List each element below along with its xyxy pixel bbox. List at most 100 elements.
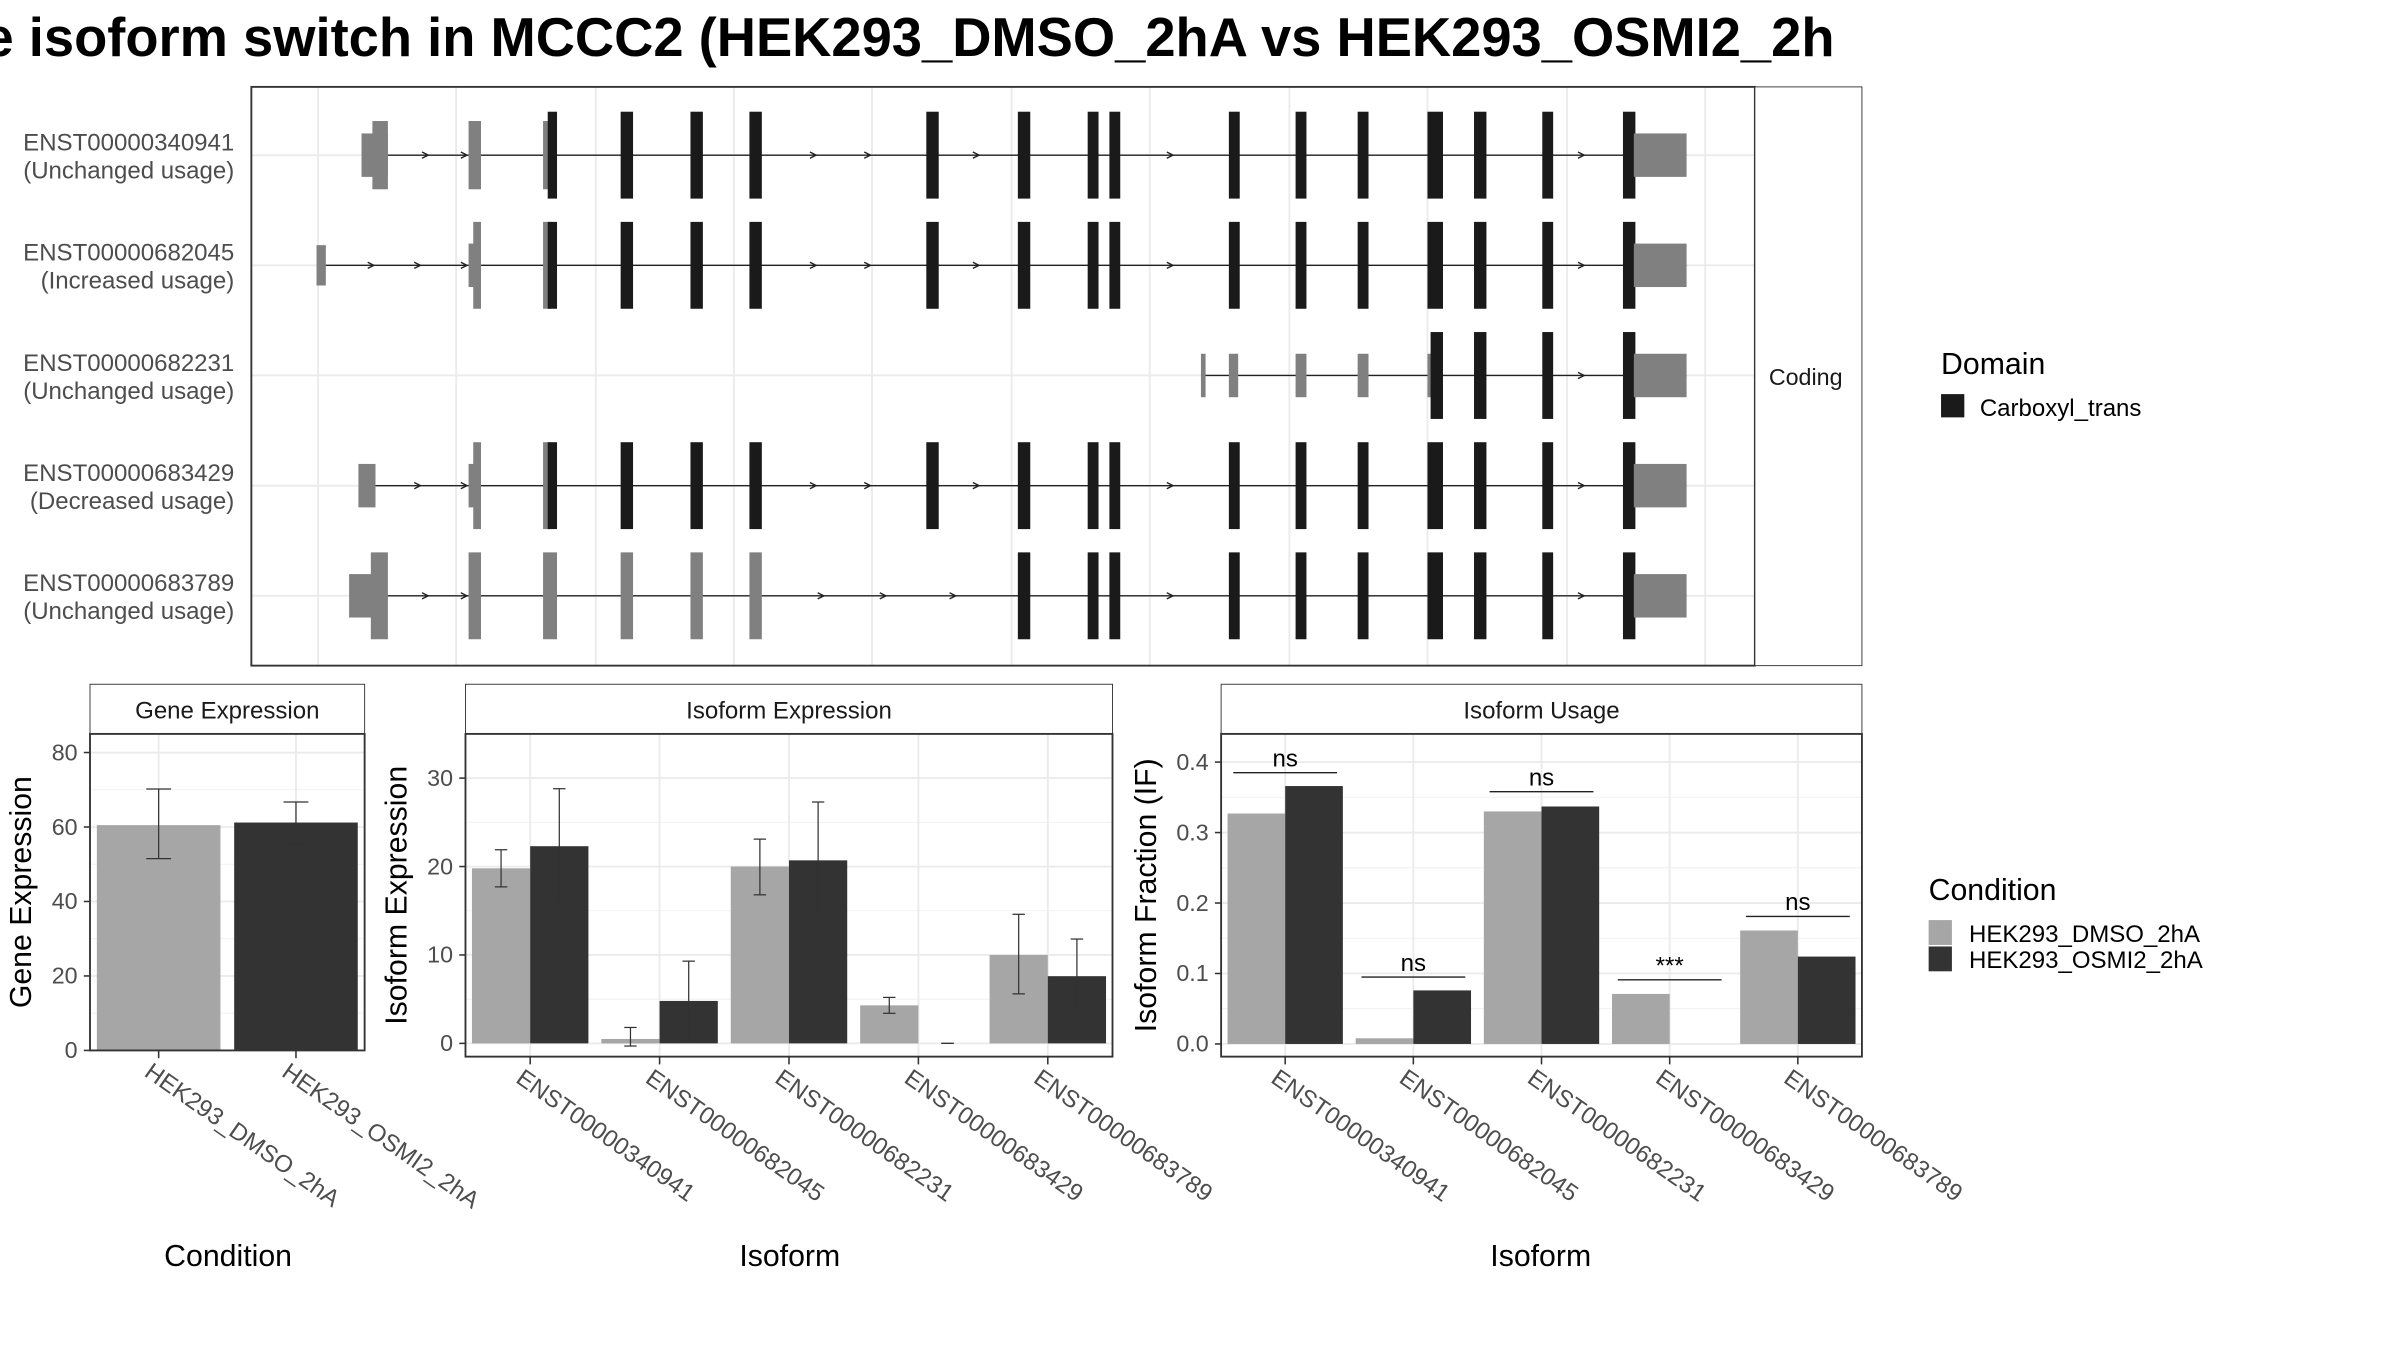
exon-block <box>1427 221 1443 309</box>
y-tick-label: 20 <box>427 853 453 879</box>
y-tick-label: 60 <box>52 814 78 840</box>
exon-block <box>749 442 762 530</box>
significance-label: ns <box>1785 889 1810 916</box>
strip-box <box>1220 683 1863 735</box>
y-tick-label: 10 <box>427 942 453 968</box>
strip-label: Isoform Expression <box>686 697 892 724</box>
strand-arrow <box>972 151 981 159</box>
exon-block <box>1295 353 1307 398</box>
exon-block <box>1474 221 1487 309</box>
significance-label: *** <box>1656 953 1684 980</box>
exon-block <box>1542 332 1554 419</box>
transcript-structure <box>361 111 1687 199</box>
y-tick-label: 0.2 <box>1176 890 1208 916</box>
panel-border <box>89 732 366 1052</box>
exon-block <box>1109 552 1121 640</box>
strand-arrow <box>1166 481 1175 490</box>
exon-block <box>1474 332 1487 419</box>
bar <box>1355 1038 1414 1044</box>
exon-block <box>1017 442 1031 530</box>
exon-block <box>1427 353 1433 398</box>
y-tick-label: 40 <box>52 888 78 914</box>
bar <box>471 868 531 1044</box>
exon-block <box>1228 442 1240 530</box>
transcript-structure <box>358 442 1687 530</box>
exon-block <box>1633 133 1687 177</box>
condition-legend-label: HEK293_DMSO_2hA <box>1969 921 2200 948</box>
exon-block <box>1427 552 1443 640</box>
strand-arrow <box>1577 261 1586 270</box>
exon-block <box>1542 221 1554 309</box>
exon-block <box>1357 353 1369 398</box>
y-tick-label: 30 <box>427 765 453 791</box>
exon-block <box>543 121 551 190</box>
exon-block <box>690 221 703 309</box>
exon-block <box>1542 111 1554 199</box>
strand-arrow <box>460 481 469 490</box>
exon-block <box>1427 442 1443 530</box>
exon-block <box>543 442 551 530</box>
strand-arrow <box>460 261 469 270</box>
significance-label: ns <box>1529 764 1554 791</box>
exon-block <box>1633 353 1687 398</box>
exon-block <box>1622 111 1636 199</box>
exon-block <box>1228 353 1239 398</box>
exon-block <box>468 463 475 508</box>
exon-block <box>473 442 481 530</box>
chart-panel-1: Gene Expression020406080HEK293_DMSO_2hAH… <box>5 683 484 1273</box>
exon-block <box>1357 111 1369 199</box>
domain-legend-label: Carboxyl_trans <box>1980 395 2142 422</box>
isoform-label-id: ENST00000683789 <box>23 570 234 597</box>
exon-block <box>690 442 703 530</box>
isoform-label-status: (Increased usage) <box>41 268 235 295</box>
strand-arrow <box>863 481 873 490</box>
exon-block <box>749 111 762 199</box>
exon-block <box>620 552 634 640</box>
bar <box>1541 806 1600 1044</box>
exon-block <box>547 442 558 530</box>
transcript-structure <box>1200 332 1687 419</box>
isoform-label-status: (Unchanged usage) <box>23 378 234 405</box>
x-axis-title: Isoform <box>1490 1240 1591 1273</box>
significance-label: ns <box>1272 745 1297 772</box>
exon-block <box>1633 243 1687 288</box>
exon-block <box>620 221 634 309</box>
exon-block <box>749 221 762 309</box>
y-tick-label: 0.1 <box>1176 960 1208 986</box>
exon-block <box>690 552 703 640</box>
exon-block <box>473 221 481 309</box>
exon-block <box>1295 552 1307 640</box>
exon-block <box>1542 442 1554 530</box>
exon-block <box>620 442 634 530</box>
facet-strip <box>1754 86 1863 667</box>
domain-legend-title: Domain <box>1941 348 2045 381</box>
condition-legend-label: HEK293_OSMI2_2hA <box>1969 947 2203 974</box>
strand-arrow <box>1166 592 1175 600</box>
exon-block <box>547 111 558 199</box>
strand-arrow <box>421 592 430 600</box>
exon-block <box>690 111 703 199</box>
exon-block <box>1109 111 1121 199</box>
strand-arrow <box>809 481 818 490</box>
exon-block <box>1109 442 1121 530</box>
strand-arrow <box>817 592 826 600</box>
exon-block <box>358 463 376 508</box>
strand-arrow <box>1577 371 1586 380</box>
exon-block <box>1228 552 1240 640</box>
exon-block <box>749 552 762 640</box>
exon-block <box>1017 552 1031 640</box>
exon-block <box>468 552 481 640</box>
exon-block <box>543 221 551 309</box>
strand-arrow <box>413 261 423 270</box>
bar <box>1612 993 1670 1044</box>
exon-block <box>1633 463 1687 508</box>
exon-block <box>1295 221 1307 309</box>
strand-arrow <box>879 592 888 600</box>
bar <box>1483 811 1542 1044</box>
exon-block <box>468 243 475 288</box>
exon-block <box>1228 221 1240 309</box>
exon-block <box>926 111 939 199</box>
condition-legend-title: Condition <box>1929 874 2057 907</box>
